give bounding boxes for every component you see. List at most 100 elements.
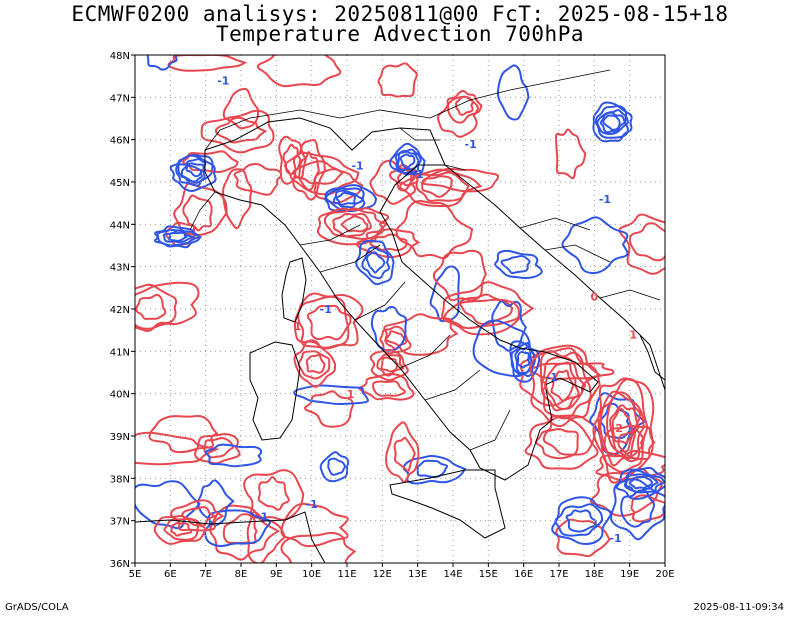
contour-line: [293, 384, 369, 406]
contour-line: [298, 150, 320, 191]
contour-line: [177, 152, 214, 184]
contour-line: [397, 168, 416, 187]
contour-label: -1: [609, 532, 621, 545]
contour-line: [597, 378, 649, 473]
contour-line: [529, 347, 601, 428]
contour-line: [146, 55, 178, 71]
contour-line: [565, 509, 597, 533]
lon-tick-label: 16E: [514, 569, 533, 580]
coastline-layer: [135, 69, 665, 563]
contour-line: [194, 433, 241, 465]
border-lines: [189, 69, 661, 301]
contour-line: [182, 194, 213, 232]
contour-line: [313, 168, 364, 205]
contour-line: [524, 415, 599, 470]
contour-label: 1: [629, 329, 637, 342]
contour-line: [280, 531, 357, 563]
contour-line: [135, 431, 220, 466]
contour-line: [615, 466, 665, 500]
contour-line: [393, 436, 416, 472]
contour-line: [620, 489, 655, 528]
contour-line: [370, 305, 408, 352]
contour-line: [197, 479, 235, 527]
contour-line: [305, 353, 326, 374]
lon-tick-label: 14E: [443, 569, 462, 580]
contour-line: [203, 437, 235, 459]
sardinia-coastline: [249, 341, 301, 441]
map-title: ECMWF0200 analisys: 20250811@00 FcT: 202…: [71, 2, 729, 26]
contour-line: [222, 168, 253, 230]
contour-label: 0: [591, 291, 599, 304]
contour-line: [394, 148, 422, 174]
contour-line: [355, 228, 421, 259]
contour-line: [243, 469, 305, 521]
lat-tick-label: 43N: [110, 263, 130, 274]
contour-line: [395, 199, 474, 260]
contour-line: [293, 339, 337, 388]
contour-line: [630, 494, 665, 523]
lon-tick-label: 19E: [620, 569, 639, 580]
contour-line: [280, 502, 349, 548]
contour-line: [169, 521, 193, 537]
lon-tick-label: 17E: [549, 569, 568, 580]
lon-tick-label: 10E: [302, 569, 321, 580]
contour-layer: [135, 55, 665, 563]
contour-line: [361, 246, 390, 280]
contour-line: [335, 191, 356, 206]
contour-label: 2: [615, 422, 623, 435]
africa-coastline: [135, 511, 326, 563]
contour-line: [256, 55, 342, 88]
contour-line: [323, 207, 389, 240]
contour-line: [135, 480, 201, 530]
software-credit: GrADS/COLA: [5, 602, 69, 613]
contour-label: -1: [306, 498, 318, 511]
lon-tick-label: 6E: [164, 569, 177, 580]
contour-line: [168, 231, 189, 242]
contour-line: [555, 518, 611, 558]
lon-tick-label: 11E: [337, 569, 356, 580]
contour-line: [278, 135, 307, 185]
contour-line: [173, 182, 228, 236]
contour-line: [602, 114, 621, 131]
contour-line: [204, 443, 263, 468]
contour-label: -1: [599, 193, 611, 206]
contour-line: [402, 455, 467, 485]
contour-line: [437, 95, 479, 138]
lat-tick-label: 39N: [110, 432, 130, 443]
contour-line: [459, 293, 514, 326]
region-borders: [299, 224, 511, 451]
contour-line: [383, 313, 459, 356]
contour-line: [416, 459, 449, 479]
contour-line: [432, 249, 487, 302]
contour-line: [561, 216, 629, 275]
contour-label: -1: [465, 138, 477, 151]
contour-line: [429, 265, 460, 322]
contour-line: [297, 292, 364, 349]
contour-line: [233, 163, 283, 196]
contour-line: [599, 390, 645, 467]
contour-line: [535, 428, 579, 460]
lon-tick-label: 8E: [235, 569, 248, 580]
contour-line: [304, 390, 354, 428]
lon-tick-label: 18E: [585, 569, 604, 580]
contour-line: [135, 293, 167, 320]
contour-line: [167, 55, 248, 72]
contour-line: [385, 421, 420, 483]
lat-tick-label: 38N: [110, 474, 130, 485]
italy-coastline: [204, 117, 599, 481]
lon-tick-label: 12E: [373, 569, 392, 580]
lon-tick-label: 9E: [270, 569, 283, 580]
contour-line: [550, 369, 575, 402]
contour-label: 1: [541, 379, 549, 392]
contour-line: [516, 350, 531, 369]
contour-line: [154, 225, 202, 249]
lat-lon-grid: [135, 55, 665, 563]
contour-line: [399, 153, 416, 169]
lat-tick-label: 37N: [110, 517, 130, 528]
contour-label: -1: [351, 159, 363, 172]
contour-label: -1: [320, 303, 332, 316]
contour-line: [135, 281, 200, 330]
lat-tick-label: 36N: [110, 559, 130, 570]
